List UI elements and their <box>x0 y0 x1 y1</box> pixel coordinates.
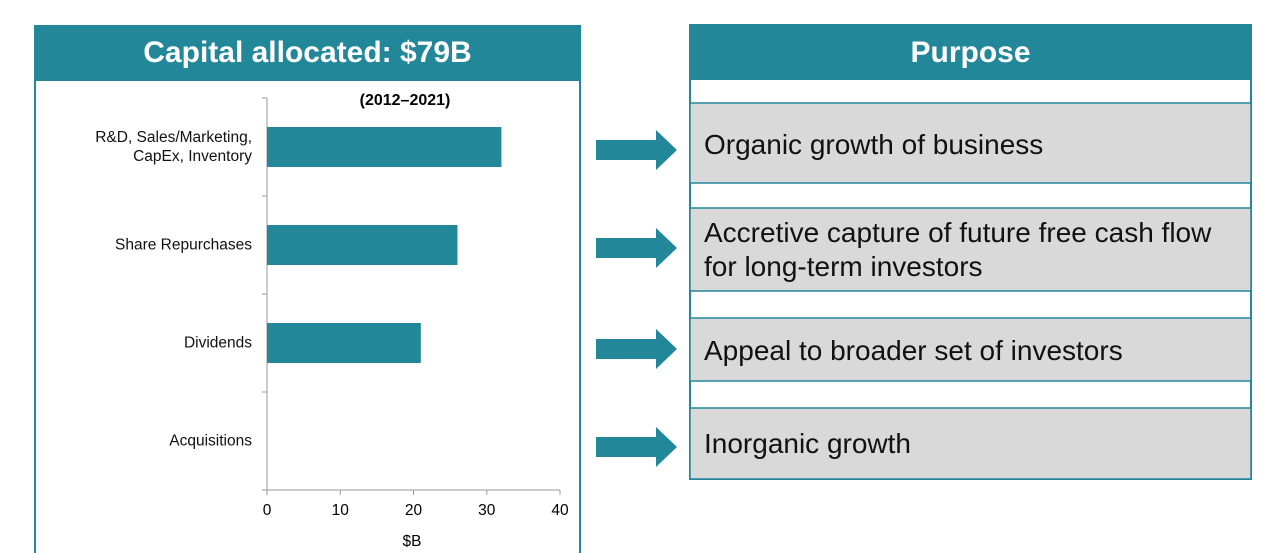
purpose-box <box>689 207 1252 292</box>
x-tick-label: 40 <box>551 502 569 519</box>
x-tick-label: 0 <box>263 502 272 519</box>
y-tick-label: Dividends <box>183 334 252 352</box>
chart-title: Capital allocated: $79B <box>143 36 472 69</box>
purpose-box <box>689 317 1252 382</box>
bar <box>267 225 458 265</box>
y-tick-label: Share Repurchases <box>115 236 252 254</box>
arrow <box>596 228 677 268</box>
chart-subtitle: (2012–2021) <box>360 92 451 109</box>
arrow <box>596 329 677 369</box>
bar <box>267 127 502 167</box>
arrow <box>596 130 677 170</box>
purpose-item: Organic growth of business <box>704 129 1044 160</box>
purpose-item: Accretive capture of future free cash fl… <box>704 217 1212 282</box>
left-header-bg <box>34 25 581 80</box>
arrow <box>596 427 677 467</box>
right-header-bg <box>690 25 1251 80</box>
x-axis-label: $B <box>403 533 422 550</box>
y-tick-label: R&D, Sales/Marketing, CapEx, Inventory <box>95 129 252 165</box>
x-tick-label: 20 <box>405 502 423 519</box>
y-tick-label: Acquisitions <box>169 432 252 450</box>
x-tick-label: 10 <box>332 502 350 519</box>
purpose-box <box>689 102 1252 184</box>
x-tick-label: 30 <box>478 502 496 519</box>
purpose-box <box>689 407 1252 480</box>
purpose-title: Purpose <box>910 36 1031 69</box>
left-panel <box>34 79 581 553</box>
purpose-item: Inorganic growth <box>704 428 912 459</box>
bar <box>267 323 421 363</box>
purpose-item: Appeal to broader set of investors <box>704 335 1123 366</box>
